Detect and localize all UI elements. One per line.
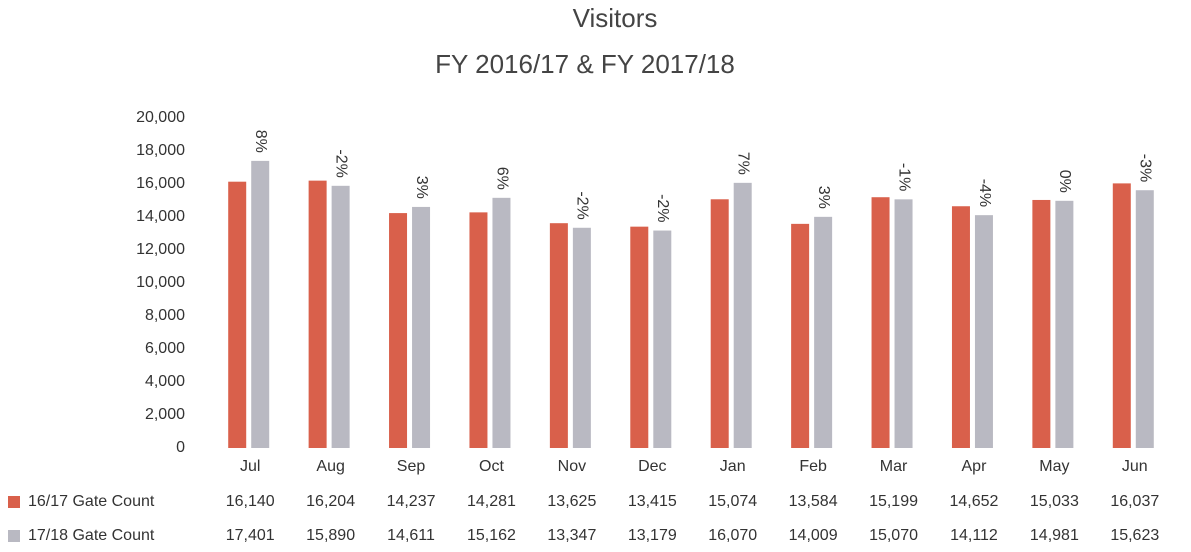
table-value: 16,140: [226, 493, 275, 510]
x-tick-label: Aug: [316, 458, 344, 475]
change-label: -2%: [654, 194, 671, 222]
table-value: 13,179: [628, 527, 677, 544]
x-tick-label: Dec: [638, 458, 666, 475]
chart-subtitle: FY 2016/17 & FY 2017/18: [435, 49, 735, 79]
table-value: 13,584: [789, 493, 838, 510]
y-tick-label: 8,000: [145, 307, 185, 324]
table-value: 14,281: [467, 493, 516, 510]
y-tick-label: 20,000: [136, 109, 185, 126]
x-tick-label: Feb: [799, 458, 827, 475]
table-value: 15,162: [467, 527, 516, 544]
bar: [710, 199, 729, 448]
legend-swatch: [8, 496, 20, 508]
bar: [1135, 190, 1154, 448]
y-tick-label: 6,000: [145, 340, 185, 357]
table-value: 13,347: [547, 527, 596, 544]
chart-title: Visitors: [573, 3, 658, 33]
x-tick-label: May: [1039, 458, 1069, 475]
table-value: 13,625: [547, 493, 596, 510]
bar: [630, 226, 649, 448]
bar: [412, 206, 431, 448]
table-value: 13,415: [628, 493, 677, 510]
change-label: -3%: [1137, 154, 1154, 182]
y-tick-label: 4,000: [145, 373, 185, 390]
x-tick-label: Nov: [558, 458, 586, 475]
legend-swatch: [8, 530, 20, 542]
bar: [814, 216, 833, 448]
table-value: 15,070: [869, 527, 918, 544]
y-tick-label: 10,000: [136, 274, 185, 291]
change-label: 8%: [252, 130, 269, 153]
change-label: 3%: [413, 176, 430, 199]
bar: [894, 199, 913, 448]
bar: [733, 182, 752, 448]
table-value: 15,033: [1030, 493, 1079, 510]
table-value: 14,611: [387, 527, 435, 544]
bar: [951, 206, 970, 448]
table-value: 15,623: [1110, 527, 1159, 544]
x-tick-label: Oct: [479, 458, 504, 475]
legend-label: 17/18 Gate Count: [28, 527, 155, 544]
table-value: 14,112: [950, 527, 998, 544]
y-tick-label: 12,000: [136, 241, 185, 258]
bar: [331, 185, 350, 448]
bar: [469, 212, 488, 448]
table-value: 15,199: [869, 493, 918, 510]
bar: [974, 215, 993, 448]
bar: [1055, 200, 1074, 448]
bar: [791, 223, 810, 448]
bar: [228, 181, 247, 448]
change-label: 6%: [493, 167, 510, 190]
table-value: 17,401: [226, 527, 275, 544]
table-value: 14,009: [789, 527, 838, 544]
y-tick-label: 0: [176, 439, 185, 456]
bar: [653, 230, 672, 448]
bar: [389, 213, 408, 448]
x-tick-label: Jun: [1122, 458, 1148, 475]
change-label: -4%: [976, 179, 993, 207]
x-tick-label: Mar: [880, 458, 908, 475]
change-label: -2%: [332, 149, 349, 177]
bar: [871, 197, 890, 448]
x-tick-label: Sep: [397, 458, 426, 475]
bar: [1112, 183, 1131, 448]
table-value: 16,070: [708, 527, 757, 544]
change-label: 0%: [1056, 170, 1073, 193]
y-tick-label: 14,000: [136, 208, 185, 225]
change-label: -1%: [895, 163, 912, 191]
change-label: 3%: [815, 186, 832, 209]
x-tick-label: Apr: [962, 458, 988, 475]
table-value: 15,074: [708, 493, 757, 510]
change-label: -2%: [574, 191, 591, 219]
table-value: 15,890: [306, 527, 355, 544]
table-value: 14,237: [387, 493, 436, 510]
table-value: 16,037: [1110, 493, 1159, 510]
table-value: 16,204: [306, 493, 355, 510]
bar: [492, 197, 511, 448]
y-tick-label: 18,000: [136, 142, 185, 159]
x-tick-label: Jul: [240, 458, 260, 475]
legend-label: 16/17 Gate Count: [28, 493, 155, 510]
table-value: 14,652: [949, 493, 998, 510]
y-tick-label: 16,000: [136, 175, 185, 192]
bar: [549, 223, 568, 448]
table-value: 14,981: [1030, 527, 1079, 544]
y-tick-label: 2,000: [145, 406, 185, 423]
change-label: 7%: [734, 152, 751, 175]
bar: [308, 180, 327, 448]
bar: [1032, 199, 1051, 448]
bar: [572, 227, 591, 448]
bar: [251, 160, 270, 449]
x-tick-label: Jan: [720, 458, 746, 475]
